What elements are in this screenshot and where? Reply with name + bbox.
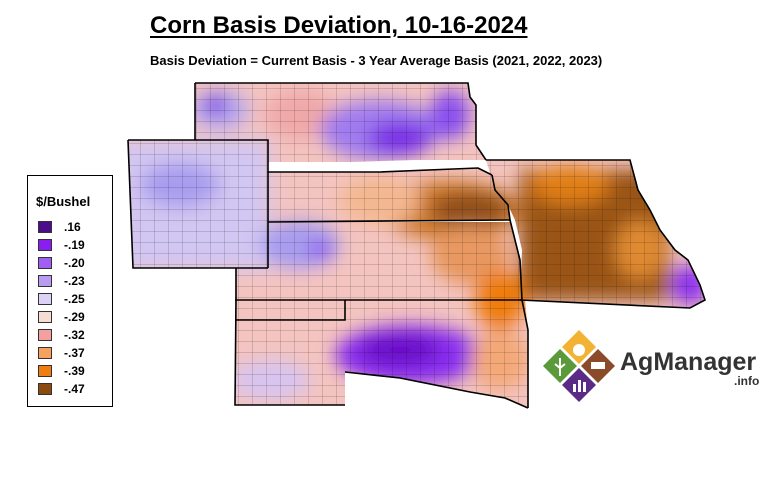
state-borders <box>127 82 706 409</box>
legend-swatch <box>38 329 52 341</box>
agmanager-logo-icon <box>543 330 615 402</box>
legend-swatch <box>38 221 52 233</box>
legend-item: -.23 <box>38 274 98 288</box>
agmanager-logo-text: AgManager <box>620 348 757 376</box>
legend-label: -.29 <box>64 310 85 324</box>
legend-swatch <box>38 365 52 377</box>
legend-label: -.25 <box>64 292 85 306</box>
legend-label: -.32 <box>64 328 85 342</box>
agmanager-logo: AgManager .info <box>540 328 770 408</box>
legend-item: -.29 <box>38 310 98 324</box>
legend-label: .16 <box>64 220 81 234</box>
legend-item: -.39 <box>38 364 98 378</box>
legend-swatch <box>38 347 52 359</box>
map-title: Corn Basis Deviation, 10-16-2024 <box>150 12 528 39</box>
legend: $/Bushel .16 -.19 -.20 -.23 -.25 -.29 -.… <box>27 175 113 407</box>
legend-label: -.19 <box>64 238 85 252</box>
legend-label: -.20 <box>64 256 85 270</box>
legend-label: -.39 <box>64 364 85 378</box>
legend-swatch <box>38 275 52 287</box>
legend-title: $/Bushel <box>36 194 91 209</box>
legend-label: -.47 <box>64 382 85 396</box>
legend-swatch <box>38 293 52 305</box>
legend-item: -.32 <box>38 328 98 342</box>
agmanager-logo-suffix: .info <box>734 374 760 388</box>
legend-label: -.23 <box>64 274 85 288</box>
legend-item: -.25 <box>38 292 98 306</box>
legend-item: -.20 <box>38 256 98 270</box>
legend-swatch <box>38 239 52 251</box>
legend-swatch <box>38 311 52 323</box>
legend-swatch <box>38 257 52 269</box>
map-subtitle: Basis Deviation = Current Basis - 3 Year… <box>150 53 603 68</box>
legend-item: -.47 <box>38 382 98 396</box>
legend-item: -.37 <box>38 346 98 360</box>
legend-swatch <box>38 383 52 395</box>
legend-item: .16 <box>38 220 98 234</box>
legend-item: -.19 <box>38 238 98 252</box>
legend-label: -.37 <box>64 346 85 360</box>
